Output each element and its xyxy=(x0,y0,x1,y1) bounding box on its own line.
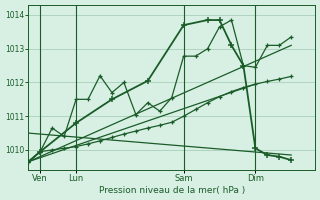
X-axis label: Pression niveau de la mer( hPa ): Pression niveau de la mer( hPa ) xyxy=(99,186,245,195)
